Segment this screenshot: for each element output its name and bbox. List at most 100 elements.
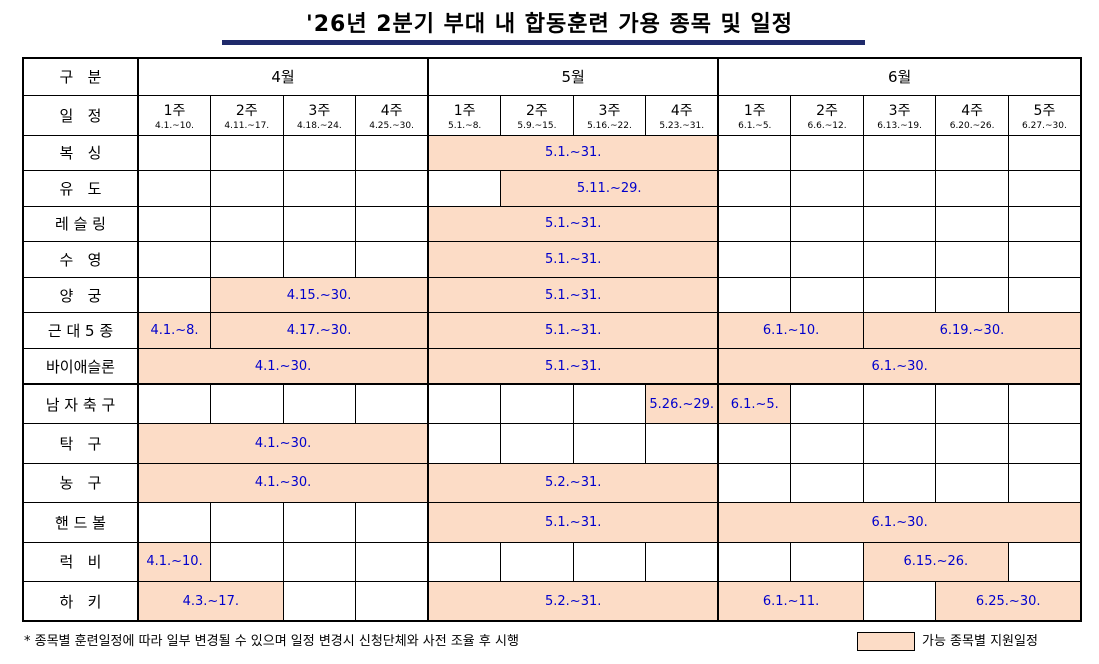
week-cell: 2주 5.9.~15. [500,94,574,136]
empty-cell [790,276,864,314]
week-cell: 2주 4.11.~17. [210,94,284,136]
data-row: 근 대 5 종 4.1.~8. 4.17.~30. 5.1.~31. 6.1.~10. 6… [22,312,1082,350]
week-label: 2주 [526,102,548,119]
week-label: 4주 [380,102,403,119]
data-row: 하 키 4.3.~17. 5.2.~31. 6.1.~11. 6.25.~30. [22,581,1082,622]
period-cell: 6.1.~10. [717,312,864,350]
week-cell: 3주 5.16.~22. [572,94,647,136]
empty-cell [790,462,864,504]
data-row: 레 슬 링 5.1.~31. [22,205,1082,243]
period-cell: 5.1.~31. [427,205,719,243]
empty-cell [210,241,284,278]
empty-cell [137,276,212,314]
empty-cell [210,134,284,172]
empty-cell [427,383,502,425]
empty-cell [862,170,937,207]
week-cell: 4주 5.23.~31. [645,94,719,136]
empty-cell [1007,241,1082,278]
data-row: 수 영 5.1.~31. [22,241,1082,278]
week-dates: 4.25.~30. [369,120,414,131]
empty-cell [1007,276,1082,314]
empty-cell [500,423,574,464]
empty-cell [717,205,792,243]
week-cell: 1주 4.1.~10. [137,94,212,136]
empty-cell [137,170,212,207]
empty-cell [645,541,719,583]
period-cell: 4.3.~17. [136,581,284,622]
empty-cell [355,241,429,278]
empty-cell [935,241,1009,278]
empty-cell [572,423,647,464]
period-cell: 4.15.~30. [210,276,429,314]
empty-cell [427,170,502,207]
row-label: 핸 드 볼 [22,502,139,543]
empty-cell [935,276,1009,314]
week-label: 4주 [961,102,983,119]
empty-cell [572,541,647,583]
week-label: 1주 [163,102,186,119]
empty-cell [717,241,792,278]
empty-cell [790,541,864,583]
empty-cell [1007,170,1082,207]
week-dates: 6.20.~26. [949,120,995,131]
week-cell: 4주 6.20.~26. [935,94,1009,136]
empty-cell [790,423,864,464]
week-dates: 4.11.~17. [224,120,270,131]
empty-cell [427,423,502,464]
empty-cell [137,383,212,425]
empty-cell [790,170,864,207]
period-cell: 6.1.~5. [717,383,792,425]
week-dates: 5.1.~8. [447,120,482,131]
empty-cell [210,502,284,543]
empty-cell [717,462,792,504]
week-dates: 4.18.~24. [296,120,342,131]
period-cell: 5.11.~29. [500,170,719,207]
row-label: 남 자 축 구 [22,383,139,425]
footnote: * 종목별 훈련일정에 따라 일부 변경될 수 있으며 일정 변경시 신청단체와… [24,634,519,649]
row-label: 농 구 [22,462,139,504]
empty-cell [645,423,719,464]
empty-cell [862,462,937,504]
period-cell: 5.1.~31. [427,134,719,172]
week-dates: 6.13.~19. [877,120,922,131]
week-label: 4주 [670,102,693,119]
corner-cell: 구 분 [22,57,139,96]
period-cell: 5.1.~31. [427,502,719,543]
empty-cell [790,383,864,425]
week-cell: 3주 6.13.~19. [862,94,937,136]
data-row: 복 싱 5.1.~31. [22,134,1082,172]
empty-cell [355,383,429,425]
period-cell: 5.26.~29. [645,383,719,425]
period-cell: 6.1.~30. [717,502,1082,543]
week-label: 1주 [453,102,476,119]
week-cell: 5주 6.27.~30. [1007,94,1082,136]
week-dates: 4.1.~10. [155,120,195,131]
period-cell: 4.1.~10. [137,541,212,583]
period-cell: 6.1.~11. [717,581,864,622]
legend-swatch [857,632,915,651]
schedule-table: 구 분 4월 5월 6월 일 정 1주 4.1.~10. 2주 4.11.~17. 3주 4.18.… [22,57,1082,623]
legend-label: 가능 종목별 지원일정 [922,634,1038,649]
empty-cell [210,541,284,583]
week-dates: 5.23.~31. [659,120,705,131]
period-cell: 6.19.~30. [862,312,1082,350]
week-cell: 3주 4.18.~24. [282,94,357,136]
row-label: 럭 비 [22,541,139,583]
empty-cell [717,170,792,207]
empty-cell [862,241,937,278]
empty-cell [355,134,429,172]
row-label: 수 영 [22,241,139,278]
week-label: 5주 [1033,102,1056,119]
period-cell: 5.1.~31. [427,348,719,385]
week-dates: 5.9.~15. [517,120,557,131]
empty-cell [1007,462,1082,504]
week-label: 2주 [235,102,258,119]
empty-cell [210,205,284,243]
week-dates: 6.27.~30. [1022,120,1067,131]
period-cell: 4.17.~30. [210,312,429,350]
week-cell: 4주 4.25.~30. [355,94,429,136]
empty-cell [935,423,1009,464]
period-cell: 4.1.~8. [137,312,212,350]
empty-cell [282,541,357,583]
empty-cell [572,383,647,425]
